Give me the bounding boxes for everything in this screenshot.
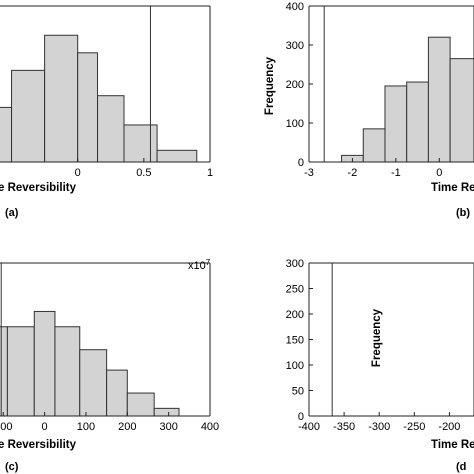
bars-a [0, 34, 198, 163]
histogram-bar-b-4 [406, 81, 429, 163]
x-tick-label-d: -350 [333, 421, 355, 433]
histogram-bar-b-5 [427, 36, 451, 163]
histogram-bar-a-1 [0, 106, 13, 163]
x-tick-label-a: 0 [75, 167, 81, 179]
y-tick-label-d: 50 [292, 386, 304, 398]
x-tick-label-b: -2 [348, 167, 358, 179]
x-tick-label-b: -1 [391, 167, 401, 179]
y-ticks-b: 0 100 200 300 400 [286, 1, 313, 169]
panel-label-c: (c) [5, 461, 19, 473]
x-tick-label-a: 0.5 [136, 167, 151, 179]
axes-frame-d [308, 262, 474, 417]
histogram-panel-c: 100 0 100 200 300 400 x107 e Reversibility (c… [0, 258, 219, 473]
x-tick-label-c: 100 [77, 421, 95, 433]
y-tick-label-d: 300 [286, 258, 304, 270]
y-tick-label-b: 100 [286, 118, 304, 130]
x-ticks-c: 100 0 100 200 300 400 [0, 412, 219, 433]
x-axis-label-b: Time Re [431, 182, 474, 194]
x-tick-label-c: 200 [118, 421, 136, 433]
histogram-bar-c-4 [54, 326, 81, 417]
x-axis-multiplier-c: x107 [188, 258, 211, 272]
x-tick-label-c: 0 [42, 421, 48, 433]
x-ticks-d: -400 -350 -300 -250 -200 [298, 412, 460, 433]
y-tick-label-d: 100 [286, 360, 304, 372]
bars-c [0, 310, 180, 417]
x-tick-label-c: 100 [0, 421, 12, 433]
histogram-bar-a-3 [44, 34, 79, 163]
histogram-bar-a-2 [11, 69, 46, 163]
panel-label-b: (b) [456, 207, 470, 219]
y-ticks-d: 0 50 100 150 200 250 300 [286, 258, 313, 423]
histogram-bar-b-3 [384, 85, 408, 163]
histogram-panel-d: -400 -350 -300 -250 -200 050100150200250300 … [286, 258, 474, 473]
x-tick-label-c: 400 [201, 421, 219, 433]
x-tick-label-b: 0 [436, 167, 442, 179]
y-tick-label-b: 400 [286, 1, 304, 13]
y-tick-label-d: 150 [286, 335, 304, 347]
axes-frame-a [0, 5, 211, 163]
x-tick-label-b: -3 [304, 167, 314, 179]
x-tick-label-d: -400 [298, 421, 320, 433]
y-tick-label-d: 250 [286, 284, 304, 296]
x-tick-label-c: 300 [159, 421, 177, 433]
histogram-bar-a-6 [123, 124, 158, 163]
histogram-bar-c-5 [79, 349, 108, 417]
y-axis-label-b: Frequency [264, 56, 276, 115]
y-tick-label-b: 300 [286, 40, 304, 52]
x-tick-label-d: -250 [403, 421, 425, 433]
y-tick-label-b: 200 [286, 79, 304, 91]
y-tick-label-b: 0 [298, 157, 304, 169]
histogram-bar-b-2 [362, 128, 386, 163]
histogram-bar-c-7 [126, 392, 155, 417]
histogram-bar-a-7 [156, 149, 198, 163]
panel-label-a: (a) [5, 207, 19, 219]
x-ticks-b: -3 -2 -1 0 [304, 158, 442, 179]
x-tick-label-d: -200 [438, 421, 460, 433]
x-axis-label-c: e Reversibility [0, 439, 77, 451]
y-axis-label-d: Frequency [371, 308, 383, 367]
histogram-panel-a: .500.51 e Reversibility (a) [0, 5, 213, 219]
histogram-bar-b-6 [449, 58, 474, 163]
x-tick-label-d: -300 [368, 421, 390, 433]
histogram-bar-c-3 [33, 310, 56, 417]
histogram-bar-c-2 [6, 326, 35, 417]
axes-frame-c [0, 262, 211, 417]
histogram-bar-a-5 [97, 95, 125, 163]
bars-b [341, 36, 474, 163]
panel-label-d: (d [456, 461, 466, 473]
x-axis-label-a: e Reversibility [0, 182, 77, 194]
histogram-bar-c-6 [106, 369, 128, 417]
histogram-bar-c-8 [153, 407, 180, 417]
y-tick-label-d: 0 [298, 411, 304, 423]
x-tick-label-a: 1 [207, 167, 213, 179]
x-ticks-a: .500.51 [75, 158, 213, 179]
histogram-bar-a-4 [77, 52, 99, 163]
y-tick-label-d: 200 [286, 309, 304, 321]
x-axis-label-d: Time Re [431, 439, 474, 451]
